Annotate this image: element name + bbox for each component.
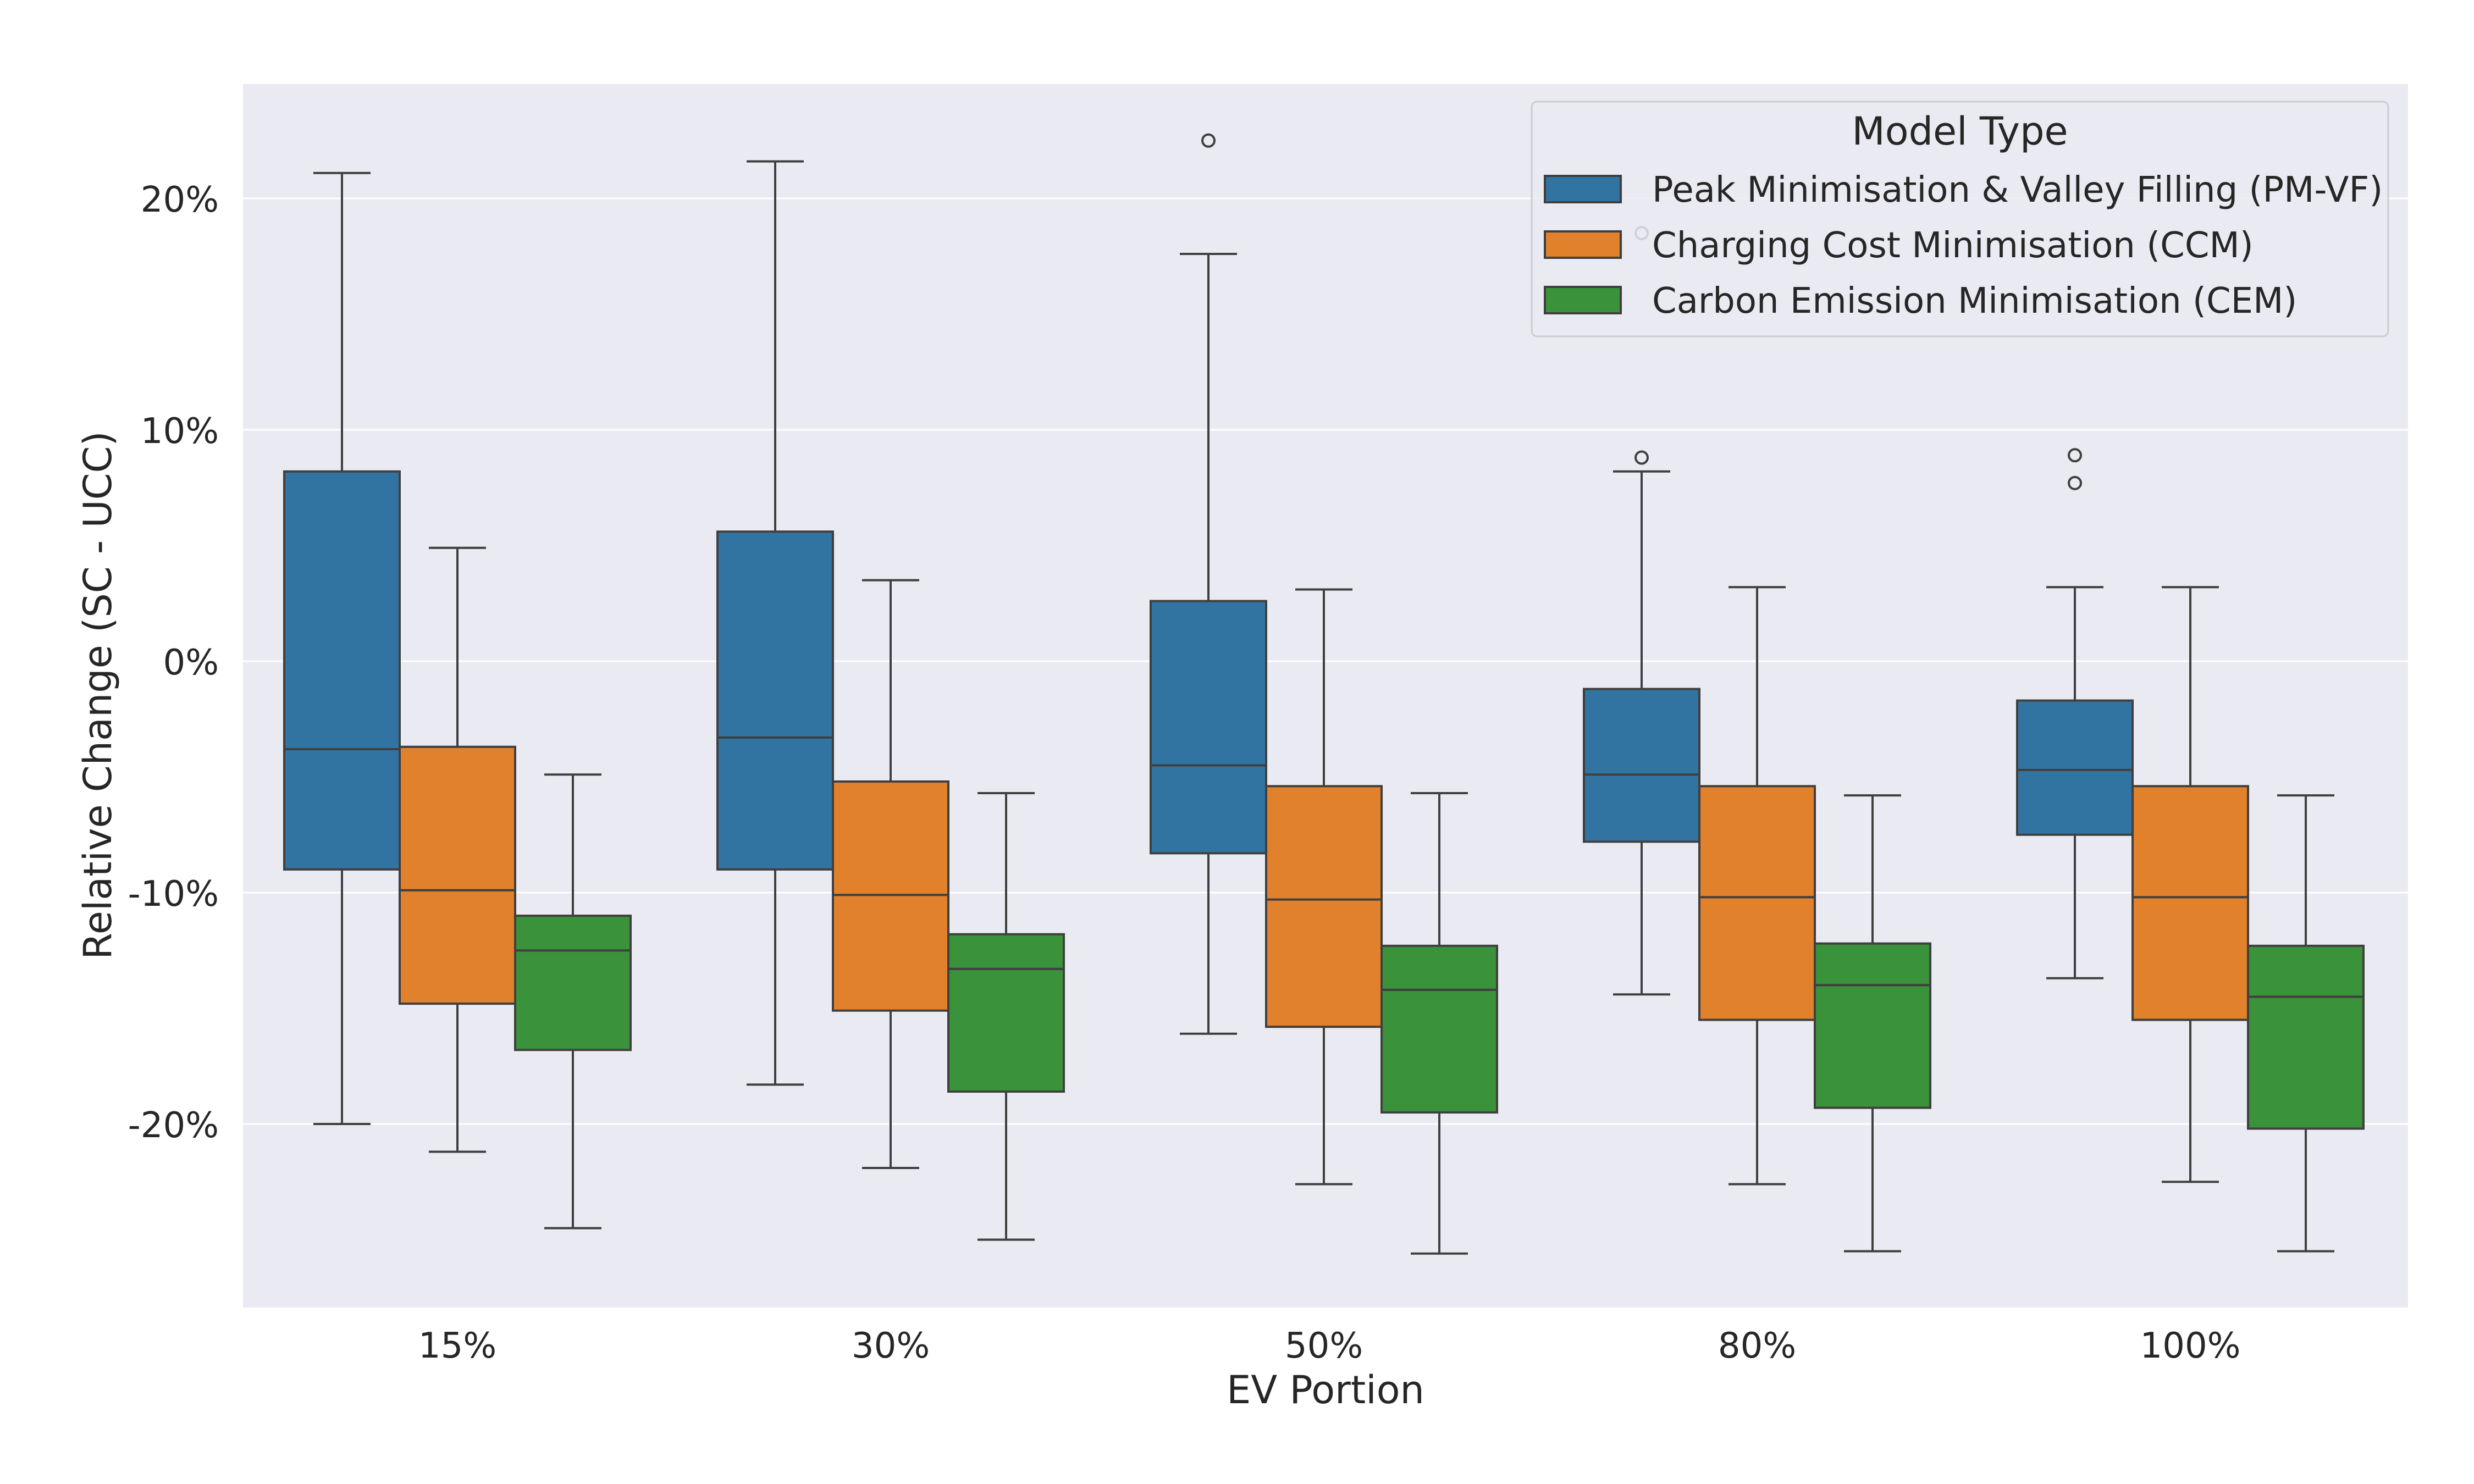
box-group <box>716 160 834 1086</box>
iqr-box <box>1698 785 1816 1021</box>
y-tick-labels: 20% 10% 0% -10% -20% <box>128 180 219 1146</box>
y-tick-label: 20% <box>141 180 219 220</box>
box-group <box>399 546 516 1153</box>
outlier-point <box>1201 133 1216 148</box>
x-axis-label: EV Portion <box>1227 1367 1424 1413</box>
iqr-box <box>947 933 1065 1093</box>
x-tick-label: 100% <box>2140 1326 2241 1366</box>
box-group <box>2016 448 2134 979</box>
x-tick-label: 15% <box>418 1326 496 1366</box>
iqr-box <box>1814 942 1931 1109</box>
y-tick-label: -10% <box>128 874 219 915</box>
y-tick-label: 0% <box>163 643 219 683</box>
iqr-box <box>716 530 834 871</box>
iqr-box <box>2016 699 2134 836</box>
outlier-point <box>1634 450 1649 465</box>
legend-swatch <box>1544 286 1622 314</box>
box-group <box>514 773 632 1230</box>
outlier-point <box>2068 448 2082 463</box>
outlier-point <box>2068 475 2082 490</box>
x-tick-label: 50% <box>1285 1326 1363 1366</box>
gridlines <box>243 197 2408 1125</box>
legend-label: Carbon Emission Minimisation (CEM) <box>1652 281 2297 322</box>
iqr-box <box>399 745 516 1005</box>
box-group <box>1814 794 1931 1253</box>
y-tick-label: -20% <box>128 1105 219 1146</box>
legend-swatch <box>1544 175 1622 203</box>
box-group <box>2247 794 2365 1253</box>
boxes <box>283 133 2365 1255</box>
iqr-box <box>1583 688 1700 843</box>
legend-frame <box>1531 101 2389 337</box>
y-tick-label: 10% <box>141 411 219 452</box>
iqr-box <box>514 915 632 1051</box>
iqr-box <box>2131 785 2249 1021</box>
box-group <box>832 579 949 1169</box>
box-group <box>947 791 1065 1241</box>
iqr-box <box>1150 600 1267 855</box>
box-group <box>283 171 401 1125</box>
legend: Model Type Peak Minimisation & Valley Fi… <box>1531 101 2389 337</box>
iqr-box <box>283 470 401 871</box>
box-group <box>1583 226 1700 996</box>
legend-label: Charging Cost Minimisation (CCM) <box>1652 225 2254 266</box>
legend-items: Peak Minimisation & Valley Filling (PM-V… <box>1544 170 2383 322</box>
x-tick-label: 80% <box>1718 1326 1796 1366</box>
iqr-box <box>1265 785 1383 1028</box>
legend-title: Model Type <box>1852 109 2068 154</box>
iqr-box <box>1380 944 1498 1114</box>
x-tick-labels: 15% 30% 50% 80% 100% <box>418 1326 2241 1366</box>
x-tick-label: 30% <box>852 1326 930 1366</box>
iqr-box <box>2247 944 2365 1130</box>
y-axis-label: Relative Change (SC - UCC) <box>75 431 120 959</box>
box-group <box>1265 588 1383 1186</box>
box-group <box>2131 586 2249 1183</box>
box-group <box>1380 791 1498 1255</box>
box-group <box>1150 133 1267 1035</box>
legend-label: Peak Minimisation & Valley Filling (PM-V… <box>1652 170 2383 211</box>
legend-swatch <box>1544 230 1622 259</box>
box-group <box>1698 586 1816 1186</box>
iqr-box <box>832 780 949 1012</box>
